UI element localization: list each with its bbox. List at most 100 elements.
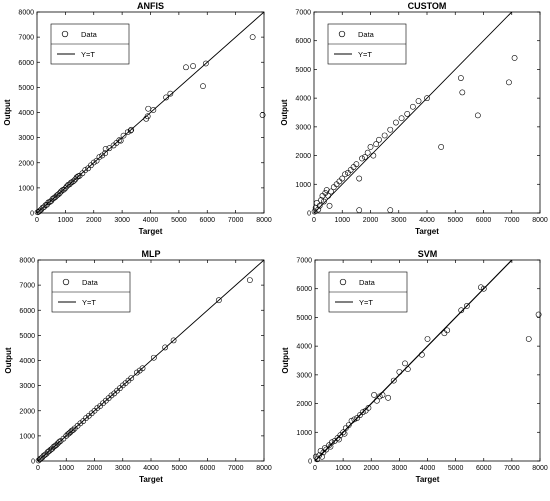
- y-tick-label: 7000: [295, 10, 311, 17]
- data-point: [361, 154, 368, 160]
- data-point: [316, 452, 323, 459]
- data-point: [117, 137, 124, 144]
- data-point: [342, 171, 348, 178]
- data-point: [339, 175, 346, 182]
- y-tick-label: 2000: [18, 160, 34, 167]
- x-axis-label: Target: [415, 227, 439, 236]
- data-point: [61, 186, 67, 193]
- x-tick-label: 8000: [256, 465, 272, 472]
- data-point: [348, 417, 355, 424]
- y-tick-label: 0: [31, 459, 35, 466]
- data-point: [359, 155, 365, 162]
- y-tick-label: 6000: [295, 38, 311, 45]
- data-point: [315, 206, 322, 213]
- data-point: [359, 409, 366, 416]
- y-tick-label: 0: [30, 211, 34, 218]
- legend-label-data: Data: [359, 278, 376, 287]
- legend-label-line: Y=T: [358, 50, 372, 59]
- data-point: [340, 429, 347, 436]
- chart-title: SVM: [418, 249, 438, 259]
- legend-label-data: Data: [358, 30, 375, 39]
- x-tick-label: 4000: [420, 465, 436, 472]
- x-tick-label: 7000: [504, 217, 520, 224]
- legend: Data Y=T: [50, 23, 130, 65]
- x-tick-label: 2000: [363, 217, 379, 224]
- data-point: [459, 89, 466, 96]
- x-axis-label: Target: [416, 475, 440, 484]
- data-point: [323, 187, 330, 193]
- chart-title: MLP: [142, 249, 161, 259]
- data-point: [139, 365, 146, 372]
- x-tick-label: 5000: [447, 217, 463, 224]
- x-tick-label: 3000: [114, 217, 130, 224]
- y-tick-label: 7000: [296, 258, 312, 265]
- data-point: [163, 94, 170, 101]
- x-tick-label: 0: [312, 217, 316, 224]
- x-tick-label: 2000: [86, 217, 102, 224]
- data-point: [336, 436, 342, 443]
- data-point: [379, 392, 386, 398]
- data-point: [478, 284, 484, 291]
- y-tick-label: 4000: [19, 358, 35, 365]
- y-axis-label: Output: [281, 347, 290, 374]
- data-point: [102, 150, 108, 157]
- y-tick-label: 0: [308, 459, 312, 466]
- data-point: [376, 393, 383, 400]
- data-point: [318, 197, 324, 203]
- data-point: [96, 154, 103, 160]
- data-point: [150, 354, 157, 361]
- legend-label-data: Data: [82, 278, 99, 287]
- chart-panel-mlp: MLP 0 1000 2000 3000 4000 5000 6000 7000 8000 0 100…: [4, 249, 272, 484]
- data-point: [79, 170, 86, 177]
- data-point: [328, 439, 335, 446]
- data-point: [373, 397, 380, 404]
- data-point: [259, 112, 266, 118]
- data-point: [404, 111, 411, 117]
- data-point: [215, 297, 222, 304]
- data-point: [73, 174, 80, 181]
- x-tick-label: 5000: [171, 217, 187, 224]
- data-point: [162, 344, 169, 351]
- x-tick-label: 2000: [363, 465, 379, 472]
- legend-marker-data: [339, 278, 347, 286]
- data-point: [404, 366, 411, 373]
- data-point: [330, 184, 337, 191]
- data-point: [415, 98, 422, 104]
- data-point: [170, 337, 177, 344]
- y-tick-label: 2000: [295, 153, 311, 160]
- data-point: [398, 115, 405, 122]
- data-point: [200, 83, 206, 90]
- data-point: [474, 112, 481, 119]
- data-point: [311, 208, 318, 215]
- data-point: [367, 144, 374, 150]
- legend-label-data: Data: [81, 30, 98, 39]
- data-point: [525, 336, 532, 342]
- data-point: [326, 202, 333, 209]
- legend-marker-data: [62, 278, 70, 286]
- chart-panel-svm: SVM 0 1000 2000 3000 4000 5000 6000 7000 8000 0 100…: [281, 249, 548, 484]
- data-point: [381, 132, 388, 139]
- y-tick-label: 7000: [19, 283, 35, 290]
- data-point: [341, 430, 348, 437]
- data-point: [336, 178, 343, 185]
- data-point: [441, 330, 448, 337]
- y-axis-label: Output: [280, 99, 289, 126]
- data-point: [418, 351, 425, 358]
- x-tick-label: 4000: [143, 465, 159, 472]
- data-point: [424, 336, 431, 342]
- data-point: [463, 303, 470, 309]
- y-tick-label: 5000: [19, 333, 35, 340]
- data-point: [249, 34, 256, 41]
- y-axis-label: Output: [3, 99, 12, 126]
- data-point: [167, 90, 174, 97]
- y-tick-label: 3000: [19, 383, 35, 390]
- x-axis-label: Target: [139, 475, 163, 484]
- data-point: [93, 157, 100, 164]
- data-point: [506, 79, 512, 86]
- x-tick-label: 8000: [532, 217, 548, 224]
- data-point: [376, 136, 382, 143]
- data-point: [480, 285, 487, 292]
- x-tick-label: 0: [313, 465, 317, 472]
- data-point: [365, 404, 372, 411]
